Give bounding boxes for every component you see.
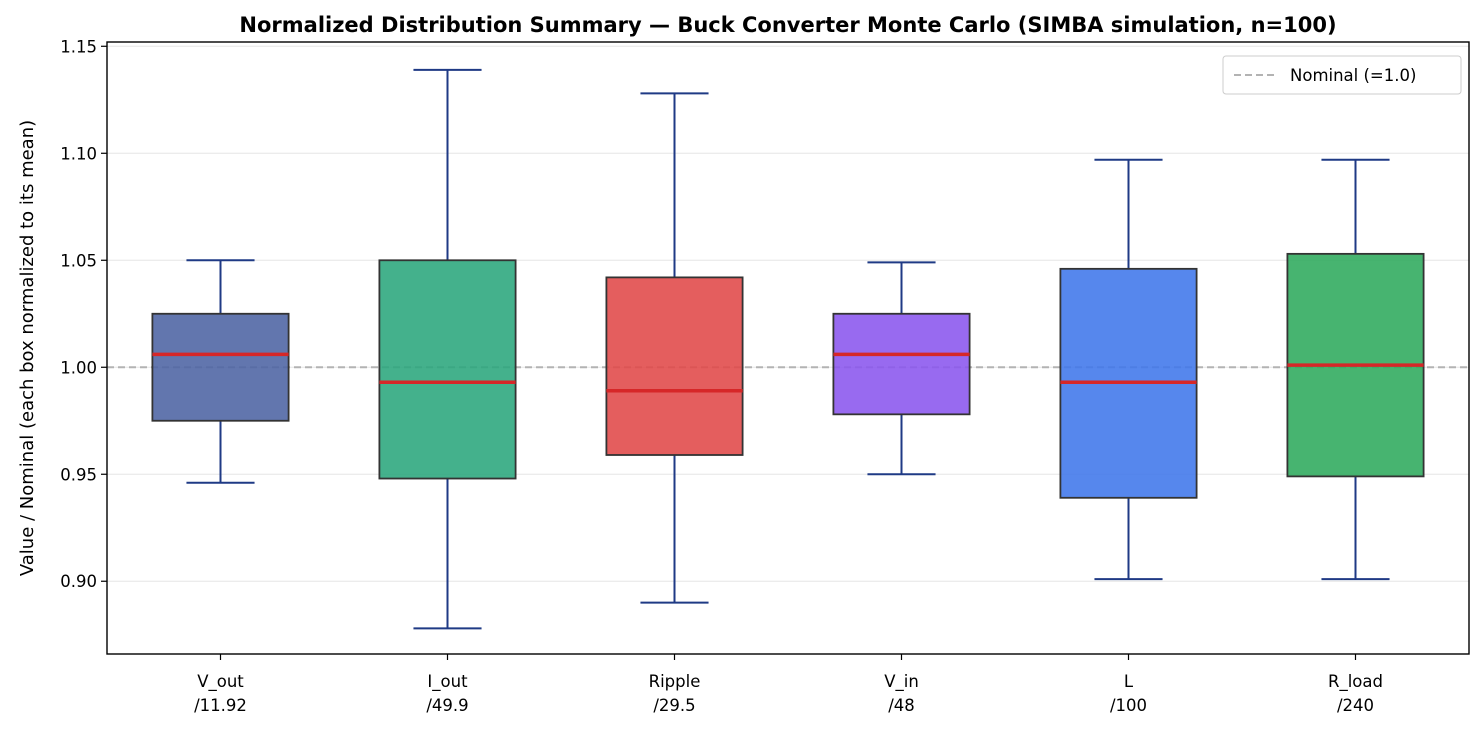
y-tick-label: 0.95 [60,465,97,484]
x-tick-label-name: Ripple [649,672,701,691]
y-tick-label: 1.05 [60,251,97,270]
x-tick-label-divisor: /49.9 [426,696,468,715]
plot-frame [106,41,1470,655]
legend: Nominal (=1.0) [1222,55,1462,95]
chart-title: Normalized Distribution Summary — Buck C… [239,13,1336,37]
box-ripple [605,92,744,604]
x-tick-label-name: V_out [197,672,244,692]
y-tick-label: 0.90 [60,572,97,591]
legend-box [1222,55,1462,95]
y-tick-label: 1.10 [60,144,97,163]
box-r-load [1286,158,1425,581]
iqr-box [605,276,744,456]
x-tick-label-divisor: /240 [1337,696,1374,715]
box-i-out [378,68,517,630]
x-tick-label-name: R_load [1328,672,1383,692]
x-tick-label-divisor: /29.5 [653,696,695,715]
iqr-box [378,259,517,480]
x-tick-label-divisor: /11.92 [194,696,247,715]
y-tick-label: 1.15 [60,37,97,56]
box-l [1059,158,1198,581]
y-tick-label: 1.00 [60,358,97,377]
legend-entry-nominal: Nominal (=1.0) [1290,66,1416,85]
x-tick-label-divisor: /48 [888,696,915,715]
x-tick-label-name: I_out [427,672,468,692]
x-tick-label-name: V_in [884,672,919,692]
x-tick-label-name: L [1124,672,1134,691]
iqr-box [151,312,290,422]
y-tick-layer: 0.90 0.95 1.00 1.05 1.10 1.15 [60,37,107,591]
box-layer [151,68,1425,630]
grid-layer [107,45,1469,582]
box-v-in [832,261,971,476]
box-v-out [151,259,290,484]
x-tick-label-divisor: /100 [1110,696,1147,715]
y-axis-label: Value / Nominal (each box normalized to … [17,120,38,576]
iqr-box [832,312,971,416]
x-tick-layer: V_out/11.92 I_out/49.9 Ripple/29.5 V_in/48 L… [194,654,1383,715]
